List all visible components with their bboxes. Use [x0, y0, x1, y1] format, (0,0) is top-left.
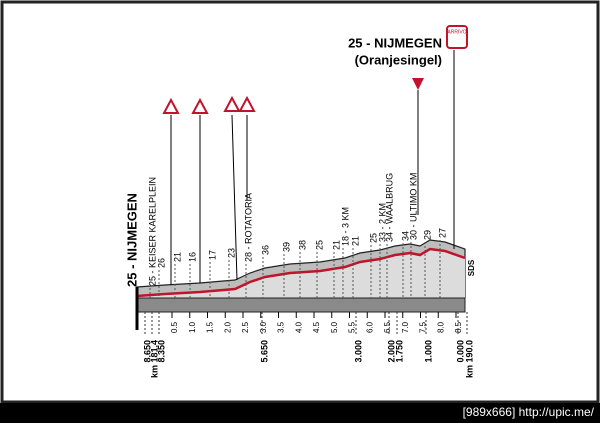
km-mark: 6.5 [383, 321, 392, 333]
distance-label: km 181,4 [149, 340, 159, 378]
profile-label: 30 - ULTIMO KM [408, 173, 418, 240]
profile-base [136, 297, 466, 313]
distance-label: 0.000 [455, 340, 465, 363]
km-mark: 2.0 [223, 321, 232, 333]
km-mark: 7.0 [401, 321, 410, 333]
profile-label: 26 [156, 258, 166, 268]
km-mark: 5.0 [330, 321, 339, 333]
km-mark: 5.5 [348, 321, 357, 333]
profile-label: 38 [297, 240, 307, 250]
profile-label: 25 [368, 233, 378, 243]
profile-label: 21 [350, 236, 360, 246]
profile-label: 18 - 3 KM [340, 207, 350, 246]
side-label: SDS [467, 259, 476, 276]
profile-label: 36 [260, 245, 270, 255]
profile-label: 17 [207, 250, 217, 260]
warning-icons [162, 95, 256, 114]
profile-label: 29 [422, 230, 432, 240]
profile-label: 23 [226, 248, 236, 258]
marker-lines [170, 50, 455, 285]
km-mark: 8.0 [436, 321, 445, 333]
profile-label: 21 [172, 252, 182, 262]
km-mark: 3.5 [277, 321, 286, 333]
frame [0, 0, 600, 404]
distance-label: 8.650 [142, 340, 152, 363]
finish-title: 25 - NIJMEGEN [348, 35, 442, 50]
profile-label: 34 - WAALBRUG [384, 173, 394, 242]
km-mark: 6.0 [365, 321, 374, 333]
distance-label: km 190.0 [464, 340, 474, 378]
km-mark: 8.5 [454, 321, 463, 333]
distance-label: 8.350 [156, 340, 166, 363]
profile-label: 33 - 2 KM [377, 203, 387, 242]
km-mark: 1.0 [188, 321, 197, 333]
km-mark: 7.5 [419, 321, 428, 333]
profile-label: 16 [187, 252, 197, 262]
km-mark: 3.0 [259, 321, 268, 333]
distance-label: 1.750 [394, 340, 404, 363]
profile-label: 21 [331, 240, 341, 250]
km-mark: 0.5 [170, 321, 179, 333]
start-label: 25 - NIJMEGEN [124, 193, 139, 287]
distance-label: 5.650 [259, 340, 269, 363]
km-mark: 4.0 [294, 321, 303, 333]
profile-label: 34 [400, 231, 410, 241]
distance-label: 2.000 [386, 340, 396, 363]
profile-label: 39 [281, 242, 291, 252]
profile-label: 28 - ROTATORIA [243, 193, 253, 262]
distance-label: 3.000 [353, 340, 363, 363]
road-line [136, 247, 466, 298]
flamme-rouge [412, 78, 424, 90]
km-mark: 2.5 [241, 321, 250, 333]
profile-label: 25 - KEISER KARELPLEIN [147, 177, 157, 286]
profile-label: 27 [437, 228, 447, 238]
distance-label: 1.000 [423, 340, 433, 363]
footer-bar [0, 403, 600, 423]
arrivo-icon [446, 25, 468, 49]
labels: 25 - KEISER KARELPLEIN 26 21 16 17 23 28 - ROT… [142, 173, 474, 378]
arrivo-badge: ARRIVO [447, 29, 466, 35]
footer-text: [989x666] http://upic.me/ [463, 405, 595, 419]
profile-label: 25 [314, 240, 324, 250]
finish-subtitle: (Oranjesingel) [355, 52, 442, 67]
km-mark: 1.5 [206, 321, 215, 333]
km-mark: 4.5 [312, 321, 321, 333]
